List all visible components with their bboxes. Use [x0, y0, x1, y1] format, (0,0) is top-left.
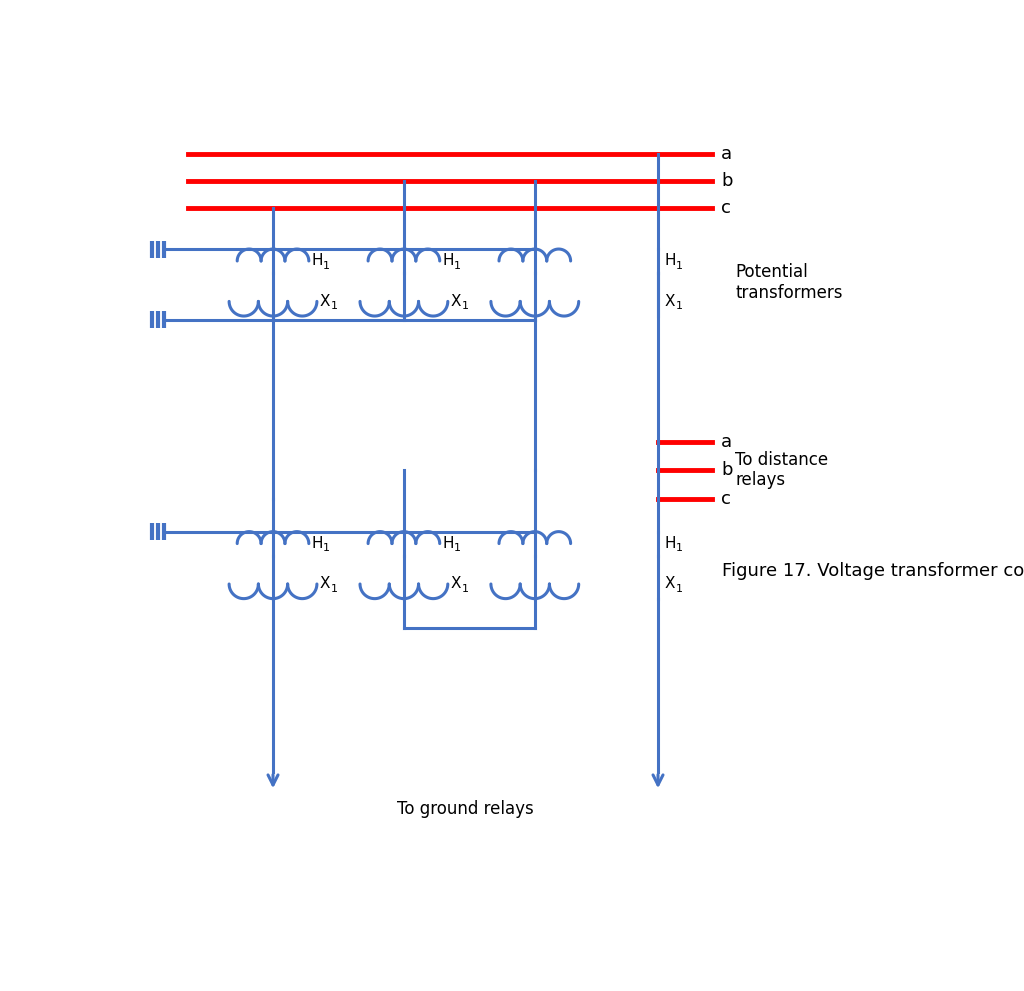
Text: X: X [451, 577, 462, 592]
Text: X: X [319, 294, 331, 309]
Text: To ground relays: To ground relays [397, 801, 534, 819]
Text: 1: 1 [462, 584, 469, 594]
Text: a: a [721, 146, 732, 164]
Text: Figure 17. Voltage transformer connections for distance and ground relays: Figure 17. Voltage transformer connectio… [722, 562, 1024, 580]
Text: H: H [665, 536, 677, 551]
Text: H: H [442, 536, 455, 551]
Text: H: H [312, 254, 324, 269]
Text: b: b [721, 172, 732, 190]
Text: X: X [451, 294, 462, 309]
Text: H: H [442, 254, 455, 269]
Text: X: X [319, 577, 331, 592]
Text: c: c [721, 490, 731, 507]
Text: 1: 1 [676, 261, 683, 271]
Text: 1: 1 [462, 301, 469, 311]
Text: 1: 1 [331, 301, 338, 311]
Text: X: X [665, 577, 676, 592]
Text: a: a [721, 432, 732, 451]
Text: H: H [665, 254, 677, 269]
Text: To distance
relays: To distance relays [735, 451, 828, 490]
Text: 1: 1 [676, 584, 683, 594]
Text: 1: 1 [323, 261, 330, 271]
Text: 1: 1 [323, 543, 330, 553]
Text: b: b [721, 461, 732, 479]
Text: 1: 1 [454, 543, 461, 553]
Text: 1: 1 [676, 543, 683, 553]
Text: X: X [665, 294, 676, 309]
Text: Potential
transformers: Potential transformers [735, 264, 843, 302]
Text: H: H [312, 536, 324, 551]
Text: c: c [721, 199, 731, 217]
Text: 1: 1 [454, 261, 461, 271]
Text: 1: 1 [331, 584, 338, 594]
Text: 1: 1 [676, 301, 683, 311]
